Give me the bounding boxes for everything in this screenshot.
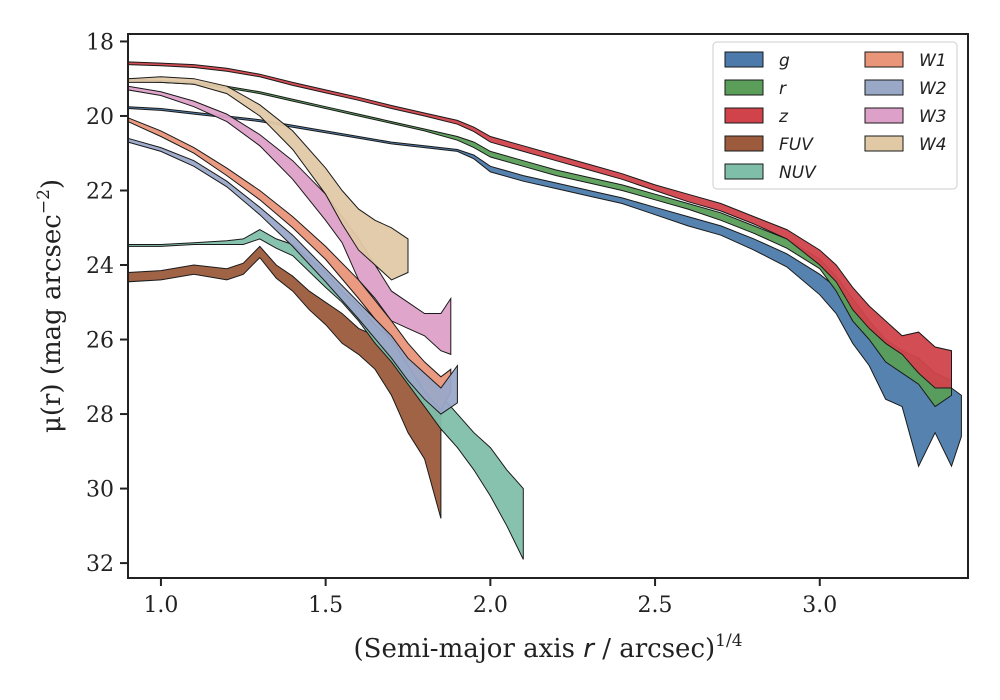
legend-label-W1: W1 bbox=[919, 51, 947, 71]
y-tick-label: 24 bbox=[86, 254, 114, 279]
x-axis-title: (Semi-major axis r / arcsec)1/4 bbox=[353, 631, 742, 664]
legend-swatch-W2 bbox=[864, 79, 904, 96]
x-axis: 1.0 1.5 2.0 2.5 3.0 bbox=[143, 578, 837, 618]
legend-label-FUV: FUV bbox=[779, 135, 814, 155]
legend-label-r: r bbox=[779, 79, 787, 99]
x-tick-label: 1.0 bbox=[143, 593, 178, 618]
plot-area bbox=[127, 61, 962, 560]
series-band-z bbox=[127, 61, 952, 389]
x-tick-label: 2.0 bbox=[473, 593, 508, 618]
x-tick-label: 3.0 bbox=[802, 593, 837, 618]
y-tick-label: 30 bbox=[86, 478, 114, 503]
series-band-W3 bbox=[127, 85, 452, 356]
y-tick-label: 18 bbox=[86, 30, 114, 55]
series-band-W4 bbox=[127, 76, 409, 281]
legend-swatch-W4 bbox=[864, 135, 904, 152]
legend-label-g: g bbox=[779, 51, 790, 71]
legend-swatch-NUV bbox=[724, 163, 764, 180]
legend-label-W4: W4 bbox=[919, 135, 947, 155]
series-band-FUV bbox=[127, 245, 442, 519]
legend-swatch-FUV bbox=[724, 135, 764, 152]
legend-label-W3: W3 bbox=[919, 107, 947, 127]
legend-swatch-g bbox=[724, 51, 764, 68]
y-tick-label: 22 bbox=[86, 179, 114, 204]
y-axis-title: μ(r) (mag arcsec−2) bbox=[34, 179, 67, 433]
axes-frame bbox=[127, 33, 969, 579]
legend-label-NUV: NUV bbox=[779, 163, 817, 183]
legend-swatch-W3 bbox=[864, 107, 904, 124]
x-tick-label: 2.5 bbox=[638, 593, 673, 618]
series-band-W2 bbox=[127, 137, 458, 415]
y-tick-label: 28 bbox=[86, 403, 114, 428]
x-tick-label: 1.5 bbox=[308, 593, 343, 618]
y-axis: 18 20 22 24 26 28 30 32 bbox=[86, 30, 128, 577]
y-tick-label: 32 bbox=[86, 552, 114, 577]
legend-box bbox=[712, 41, 958, 190]
y-tick-label: 20 bbox=[86, 105, 114, 130]
legend-swatch-W1 bbox=[864, 51, 904, 68]
y-tick-label: 26 bbox=[86, 329, 114, 354]
series-band-r bbox=[127, 78, 952, 408]
legend-label-W2: W2 bbox=[919, 79, 947, 99]
series-band-g bbox=[127, 106, 962, 468]
legend-swatch-r bbox=[724, 79, 764, 96]
legend: grz FUV NUV W1 W2 W3 W4 bbox=[712, 41, 958, 190]
legend-swatch-z bbox=[724, 107, 764, 124]
legend-label-z: z bbox=[778, 107, 789, 127]
